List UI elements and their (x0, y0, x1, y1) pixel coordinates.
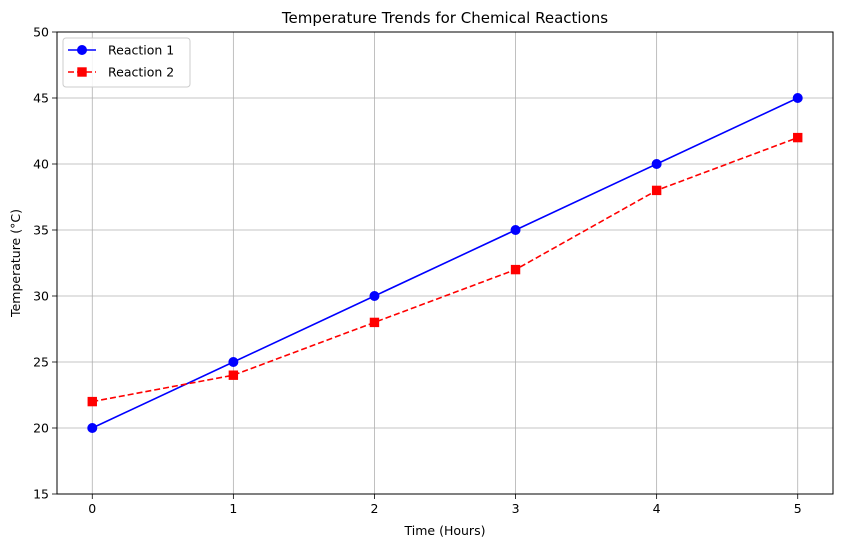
series-2-marker (651, 185, 662, 196)
y-tick-label: 35 (33, 223, 49, 238)
series-1 (87, 93, 803, 433)
y-tick-label: 40 (33, 157, 49, 172)
legend-label: Reaction 2 (108, 65, 174, 80)
series-2-marker (87, 396, 97, 407)
x-tick-label: 5 (794, 501, 802, 516)
legend: Reaction 1 Reaction 2 (62, 37, 191, 88)
legend-item: Reaction 1 (68, 43, 174, 58)
series-1-marker (87, 423, 98, 433)
legend-item: Reaction 2 (68, 65, 174, 80)
series-1-marker (792, 93, 803, 103)
series-1-line (91, 97, 799, 429)
legend-marker (77, 45, 87, 55)
legend-marker (77, 67, 87, 77)
y-tick-label: 25 (33, 355, 49, 370)
series-1-marker (228, 357, 239, 367)
y-tick-label: 20 (33, 421, 49, 436)
series-2-marker (793, 132, 803, 143)
x-tick-label: 4 (653, 501, 661, 516)
x-tick-label: 2 (370, 501, 378, 516)
x-tick-label: 1 (229, 501, 237, 516)
y-tick-label: 15 (33, 487, 49, 502)
series-1-marker (510, 225, 521, 235)
series-2-line (92, 136, 799, 403)
y-tick-label: 50 (33, 25, 49, 40)
series-2 (87, 132, 803, 407)
series-1-marker (369, 291, 380, 301)
y-tick-label: 45 (33, 91, 49, 106)
chart-title: Temperature Trends for Chemical Reaction… (281, 9, 608, 27)
series-1-marker (651, 159, 662, 169)
legend-items: Reaction 1 Reaction 2 (68, 43, 174, 80)
series-layer (87, 93, 803, 433)
series-2-marker (369, 317, 380, 328)
plot-area-frame (56, 31, 834, 495)
x-tick-label: 0 (88, 501, 96, 516)
y-axis-label: Temperature (°C) (8, 209, 23, 318)
series-2-marker (228, 370, 239, 380)
y-tick-label: 30 (33, 289, 49, 304)
x-axis-label: Time (Hours) (404, 523, 486, 538)
series-2-marker (510, 264, 521, 275)
legend-label: Reaction 1 (108, 43, 174, 58)
x-tick-label: 3 (512, 501, 520, 516)
